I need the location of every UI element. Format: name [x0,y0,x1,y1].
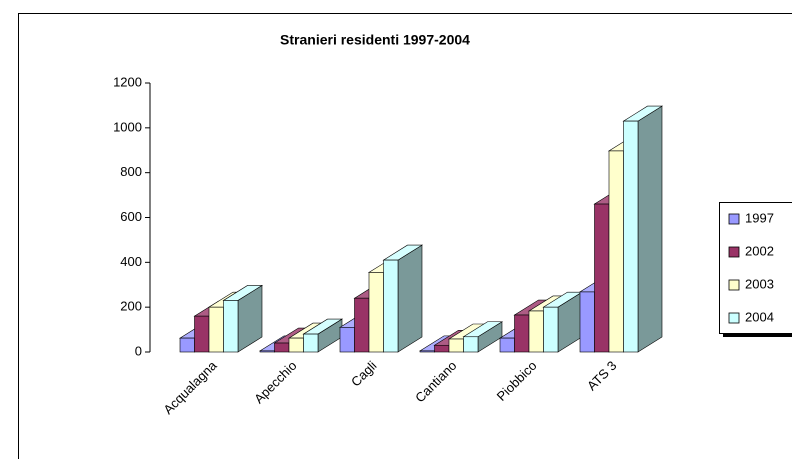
y-tick-label: 800 [120,164,142,179]
legend-swatch [728,279,740,291]
bar [608,150,624,353]
bar-side [637,105,663,353]
bar [354,297,370,353]
bar [434,344,450,353]
bar [623,120,639,353]
bar [543,306,559,353]
bar [274,342,290,353]
legend-label: 2004 [745,309,774,324]
bar [368,272,384,353]
bar [594,203,610,353]
legend-swatch [728,312,740,324]
bar [383,259,399,353]
y-tick-label: 1000 [113,119,142,134]
bar-side [397,244,423,353]
legend-label: 2003 [745,276,774,291]
chart-title: Stranieri residenti 1997-2004 [280,32,470,48]
bar [514,314,530,353]
bar [419,350,435,353]
bar [339,327,355,353]
bar [208,306,224,353]
bar [179,337,195,353]
bar [288,337,304,353]
chart-border [18,13,792,459]
y-tick-label: 400 [120,254,142,269]
bar [223,300,239,353]
bar [579,291,595,353]
legend-label: 2002 [745,243,774,258]
bar [499,337,515,353]
bar [463,336,479,353]
bar [448,338,464,353]
y-tick-label: 600 [120,209,142,224]
y-tick-label: 1200 [113,74,142,89]
legend-label: 1997 [745,210,774,225]
bar [259,350,275,353]
legend-swatch [728,213,740,225]
legend-swatch [728,246,740,258]
bar [194,315,210,353]
y-tick-label: 0 [135,343,142,358]
bar [528,310,544,353]
y-tick-label: 200 [120,299,142,314]
bar [303,333,319,353]
